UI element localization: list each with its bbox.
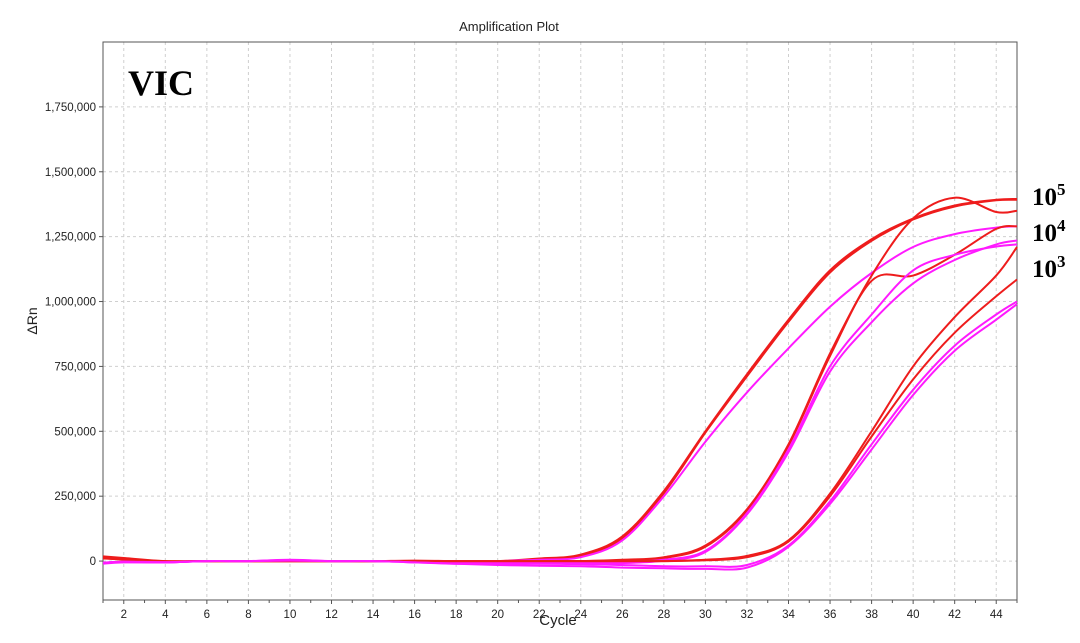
x-tick-label: 8 xyxy=(245,609,251,621)
y-tick-label: 750,000 xyxy=(54,361,96,373)
axis-ticks: 2 4 6 8 10 12 14 16 18 20 22 24 26 28 30 32 34 36 38 40 42 44… xyxy=(45,102,1018,621)
x-tick-label: 40 xyxy=(907,609,920,621)
x-tick-label: 24 xyxy=(574,609,587,621)
x-tick-label: 38 xyxy=(865,609,878,621)
concentration-base: 10 xyxy=(1032,256,1057,283)
concentration-exponent: 4 xyxy=(1057,216,1066,235)
x-tick-label: 18 xyxy=(450,609,463,621)
y-tick-label: 1,250,000 xyxy=(45,232,96,244)
y-tick-label: 1,000,000 xyxy=(45,297,96,309)
x-tick-label: 16 xyxy=(408,609,421,621)
x-tick-label: 4 xyxy=(162,609,169,621)
y-tick-label: 500,000 xyxy=(54,426,96,438)
x-tick-label: 6 xyxy=(204,609,210,621)
series-lines xyxy=(102,196,1018,571)
x-tick-label: 20 xyxy=(491,609,504,621)
concentration-base: 10 xyxy=(1032,220,1057,247)
concentration-label: 105 xyxy=(1032,180,1066,211)
x-tick-label: 44 xyxy=(990,609,1003,621)
grid-lines xyxy=(103,42,1017,600)
x-axis-label: Cycle xyxy=(539,612,577,629)
y-tick-label: 250,000 xyxy=(54,491,96,503)
y-axis-label: ΔRn xyxy=(24,307,40,334)
concentration-exponent: 3 xyxy=(1057,252,1066,271)
dye-label: VIC xyxy=(128,63,194,103)
concentration-label: 104 xyxy=(1032,216,1066,247)
x-tick-label: 10 xyxy=(284,609,297,621)
x-tick-label: 34 xyxy=(782,609,795,621)
x-tick-label: 2 xyxy=(121,609,127,621)
x-tick-label: 26 xyxy=(616,609,629,621)
y-tick-label: 1,500,000 xyxy=(45,167,96,179)
chart-title: Amplification Plot xyxy=(459,19,559,34)
y-tick-label: 0 xyxy=(90,556,96,568)
concentration-label: 103 xyxy=(1032,252,1066,283)
amplification-curve xyxy=(102,303,1018,571)
concentration-exponent: 5 xyxy=(1057,180,1066,199)
x-tick-label: 32 xyxy=(741,609,754,621)
x-tick-label: 28 xyxy=(657,609,670,621)
x-tick-label: 42 xyxy=(948,609,961,621)
x-tick-label: 12 xyxy=(325,609,338,621)
x-tick-label: 14 xyxy=(367,609,380,621)
y-tick-label: 1,750,000 xyxy=(45,102,96,114)
x-tick-label: 36 xyxy=(824,609,837,621)
concentration-base: 10 xyxy=(1032,184,1057,211)
x-tick-label: 30 xyxy=(699,609,712,621)
x-tick-label: 22 xyxy=(533,609,546,621)
